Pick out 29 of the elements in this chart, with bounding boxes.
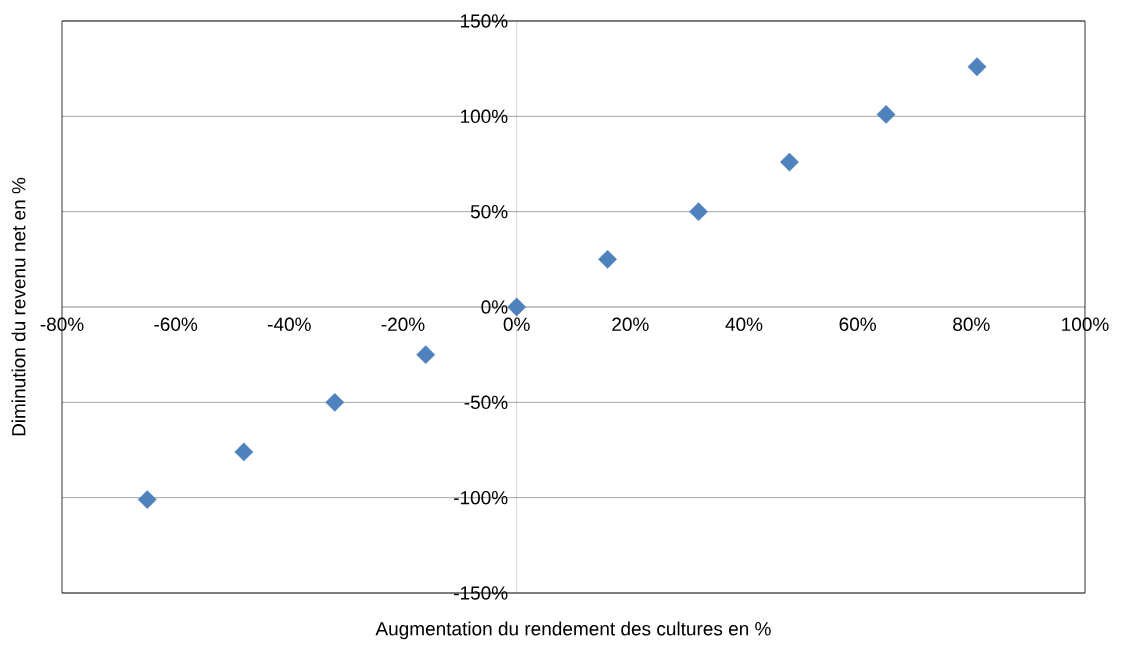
y-tick-label: 150% bbox=[460, 14, 508, 28]
point bbox=[598, 249, 617, 269]
y-tick-label: 50% bbox=[470, 204, 508, 219]
point bbox=[967, 57, 987, 77]
point bbox=[876, 105, 896, 124]
x-tick-label: -40% bbox=[268, 317, 311, 331]
y-tick-label: 100% bbox=[460, 109, 508, 124]
point bbox=[780, 152, 799, 172]
point bbox=[234, 442, 254, 462]
x-tick-label: 80% bbox=[953, 317, 990, 331]
x-tick-label: -80% bbox=[40, 317, 84, 331]
x-tick-label: 100% bbox=[1062, 317, 1109, 331]
x-tick-label: -20% bbox=[381, 317, 425, 331]
y-tick-label: -100% bbox=[454, 490, 508, 505]
x-tick-label: 0% bbox=[503, 317, 530, 331]
point bbox=[416, 345, 436, 365]
y-tick-label: 0% bbox=[481, 300, 508, 314]
y-tick-label: -50% bbox=[464, 395, 508, 410]
x-tick-label: 20% bbox=[612, 317, 649, 331]
x-tick-label: 40% bbox=[725, 317, 763, 331]
point bbox=[325, 392, 345, 412]
point bbox=[689, 202, 708, 222]
x-tick-label: 60% bbox=[839, 317, 876, 331]
point bbox=[507, 297, 527, 317]
point bbox=[137, 490, 157, 509]
x-axis-title: Augmentation du rendement des cultures en % bbox=[375, 621, 771, 640]
y-tick-label: -150% bbox=[454, 586, 508, 600]
x-tick-label: -60% bbox=[154, 317, 198, 331]
y-axis-title: Diminution du revenu net en % bbox=[11, 177, 26, 436]
